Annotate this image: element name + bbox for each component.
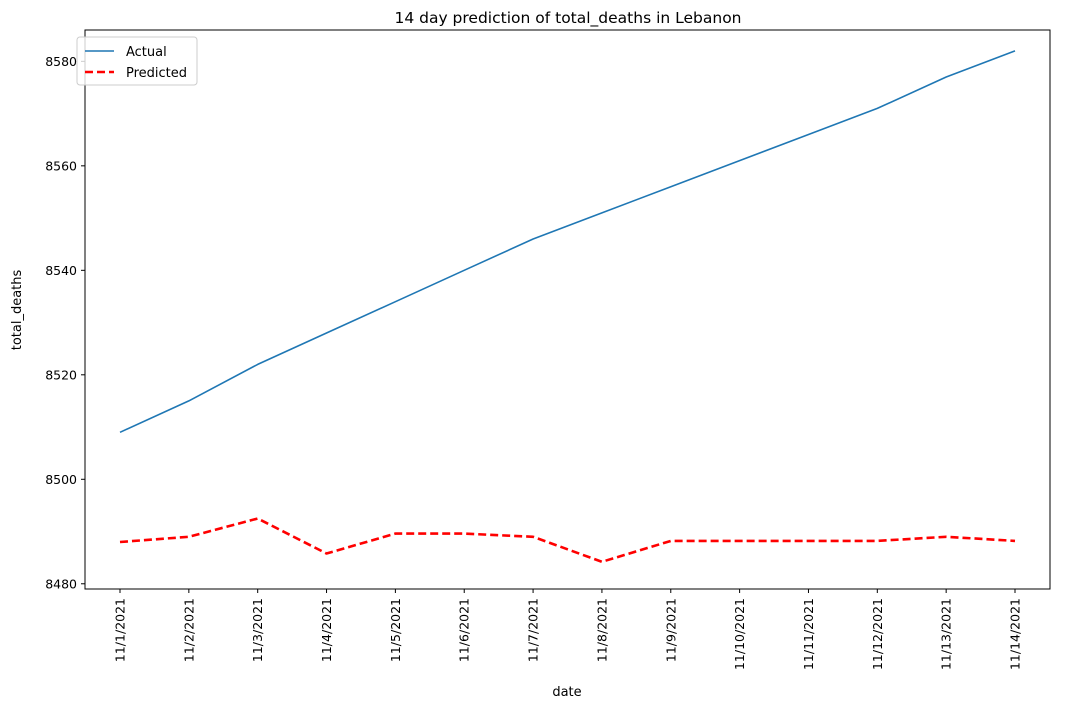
x-tick-label: 11/8/2021 bbox=[594, 598, 609, 662]
chart-title: 14 day prediction of total_deaths in Leb… bbox=[394, 9, 741, 28]
series-line-predicted bbox=[119, 517, 1016, 564]
x-tick-label: 11/1/2021 bbox=[113, 598, 128, 662]
plot-frame bbox=[84, 29, 1051, 590]
x-tick-label: 11/5/2021 bbox=[388, 598, 403, 662]
x-axis-label: date bbox=[552, 685, 581, 700]
y-tick-label: 8520 bbox=[45, 367, 77, 382]
legend-label-actual: Actual bbox=[126, 45, 167, 60]
y-tick-label: 8540 bbox=[45, 263, 77, 278]
series-line-actual bbox=[119, 50, 1016, 434]
y-tick-label: 8560 bbox=[45, 158, 77, 173]
x-tick-label: 11/6/2021 bbox=[457, 598, 472, 662]
y-tick-label: 8480 bbox=[45, 576, 77, 591]
x-tick-label: 11/10/2021 bbox=[732, 598, 747, 670]
x-tick-label: 11/12/2021 bbox=[870, 598, 885, 670]
legend-label-predicted: Predicted bbox=[126, 66, 187, 81]
x-tick-label: 11/2/2021 bbox=[181, 598, 196, 662]
x-tick-label: 11/14/2021 bbox=[1008, 598, 1023, 670]
x-tick-label: 11/4/2021 bbox=[319, 598, 334, 662]
series-layer bbox=[119, 50, 1016, 564]
y-tick-label: 8500 bbox=[45, 472, 77, 487]
x-tick-label: 11/3/2021 bbox=[250, 598, 265, 662]
x-tick-label: 11/7/2021 bbox=[526, 598, 541, 662]
y-axis-label: total_deaths bbox=[10, 270, 25, 351]
y-axis: 8480 8500 8520 8540 8560 8580 bbox=[45, 54, 85, 591]
legend-box bbox=[76, 36, 198, 86]
plot-area bbox=[85, 30, 1050, 589]
y-tick-label: 8580 bbox=[45, 54, 77, 69]
x-tick-label: 11/9/2021 bbox=[663, 598, 678, 662]
x-axis: 11/1/2021 11/2/2021 11/3/2021 11/4/2021 11/5… bbox=[113, 589, 1023, 670]
x-tick-label: 11/11/2021 bbox=[801, 598, 816, 670]
x-tick-label: 11/13/2021 bbox=[939, 598, 954, 670]
legend: Actual Predicted bbox=[76, 36, 198, 86]
